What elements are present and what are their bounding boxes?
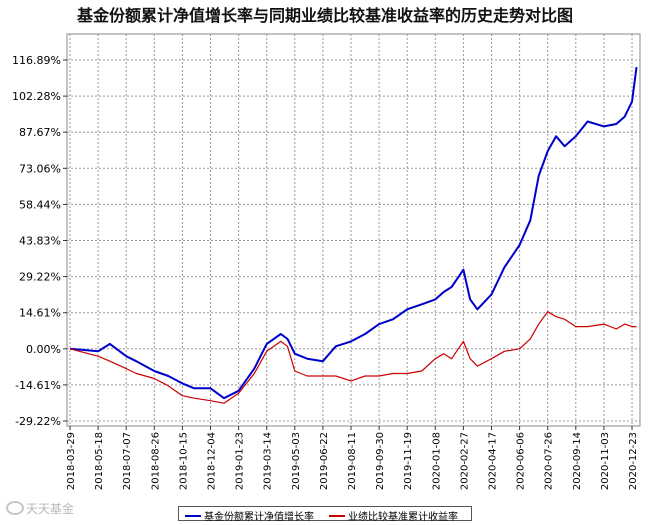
x-tick-label: 2019-01-23	[235, 432, 246, 490]
x-tick-label: 2020-02-27	[459, 432, 470, 490]
x-tick-label: 2019-09-30	[375, 432, 386, 490]
x-tick-label: 2018-05-18	[94, 432, 105, 490]
series-lines	[69, 66, 638, 404]
x-tick-label: 2020-04-17	[488, 432, 499, 490]
watermark: 天天基金	[6, 500, 74, 517]
legend-swatch-benchmark	[329, 515, 345, 517]
legend-label-benchmark: 业绩比较基准累计收益率	[348, 512, 458, 523]
x-tick-label: 2020-06-06	[516, 432, 527, 490]
watermark-logo-icon	[6, 501, 24, 515]
x-tick-label: 2018-03-29	[66, 432, 77, 490]
x-tick-label: 2018-07-07	[122, 432, 133, 490]
y-tick-label: 87.67%	[19, 126, 61, 139]
x-tick-label: 2019-11-19	[403, 432, 414, 490]
x-tick-label: 2020-01-08	[431, 432, 442, 490]
x-tick-label: 2019-08-11	[347, 432, 358, 490]
plot-frame	[66, 33, 641, 427]
x-tick-label: 2018-10-15	[178, 432, 189, 490]
series-line-benchmark	[69, 311, 637, 404]
y-tick-label: 29.22%	[19, 271, 61, 284]
x-tick-label: 2020-12-23	[628, 432, 639, 490]
y-tick-label: 43.83%	[19, 235, 61, 248]
y-tick-label: -29.22%	[15, 415, 61, 428]
legend-swatch-fund	[185, 515, 201, 517]
y-tick-label: 73.06%	[19, 162, 61, 175]
y-tick-label: 102.28%	[12, 90, 61, 103]
x-axis: 2018-03-29 2018-05-18 2018-07-07 2018-08-26…	[66, 426, 639, 490]
y-tick-label: 0.00%	[26, 343, 61, 356]
grid	[67, 34, 640, 426]
legend: 基金份额累计净值增长率 业绩比较基准累计收益率	[178, 506, 472, 523]
x-tick-label: 2019-03-14	[263, 432, 274, 490]
y-tick-label: -14.61%	[15, 379, 61, 392]
chart-title: 基金份额累计净值增长率与同期业绩比较基准收益率的历史走势对比图	[76, 6, 573, 25]
y-tick-label: 14.61%	[19, 307, 61, 320]
y-axis: 116.89% 102.28% 87.67% 73.06% 58.44% 43.83% 29…	[12, 54, 67, 428]
watermark-text: 天天基金	[26, 502, 75, 516]
x-tick-label: 2020-07-26	[544, 432, 555, 490]
x-tick-label: 2019-05-03	[291, 432, 302, 490]
legend-item-benchmark: 业绩比较基准累计收益率	[329, 508, 458, 523]
x-tick-label: 2018-08-26	[150, 432, 161, 490]
legend-label-fund: 基金份额累计净值增长率	[204, 512, 314, 523]
legend-item-fund: 基金份额累计净值增长率	[185, 508, 314, 523]
y-tick-label: 116.89%	[12, 54, 61, 67]
x-tick-label: 2020-09-14	[572, 432, 583, 490]
x-tick-label: 2019-06-22	[319, 432, 330, 490]
x-tick-label: 2018-12-04	[207, 432, 218, 490]
x-tick-label: 2020-11-03	[600, 432, 611, 490]
series-line-fund	[69, 66, 638, 400]
y-tick-label: 58.44%	[19, 198, 61, 211]
